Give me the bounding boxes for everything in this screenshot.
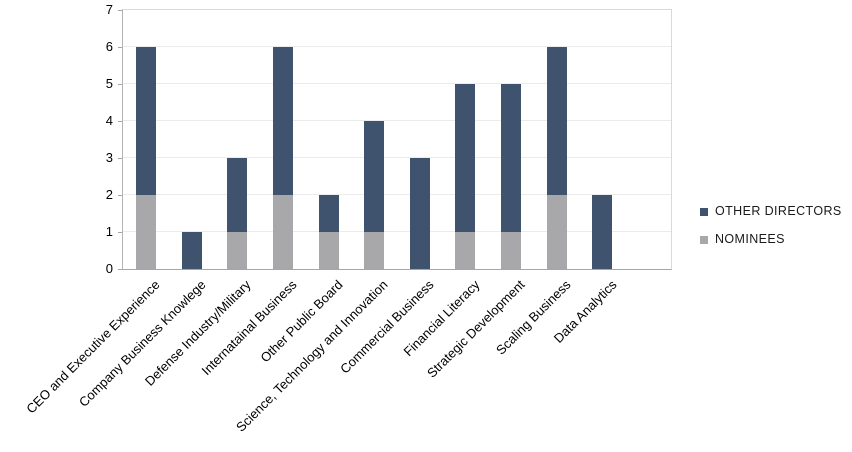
legend-item: OTHER DIRECTORS [700, 204, 842, 219]
y-axis-tick [118, 10, 122, 11]
bar-segment-other-directors [182, 232, 202, 269]
bar-segment-nominees [364, 232, 384, 269]
plot-area [122, 9, 672, 270]
bar-segment-other-directors [319, 195, 339, 232]
bar-segment-nominees [227, 232, 247, 269]
y-axis-tick [118, 121, 122, 122]
legend-item: NOMINEES [700, 232, 842, 247]
bar-segment-other-directors [547, 47, 567, 195]
bar-segment-nominees [136, 195, 156, 269]
bar-segment-other-directors [410, 158, 430, 269]
gridline [123, 120, 671, 121]
y-axis-label: 1 [105, 224, 113, 239]
legend-swatch-icon [700, 207, 708, 216]
bar-segment-nominees [501, 232, 521, 269]
y-axis-label: 5 [105, 76, 113, 91]
gridline [123, 157, 671, 158]
gridline [123, 194, 671, 195]
gridline [123, 46, 671, 47]
y-axis-tick [118, 232, 122, 233]
gridline [123, 231, 671, 232]
y-axis-tick [118, 47, 122, 48]
gridline [123, 83, 671, 84]
bar-segment-other-directors [273, 47, 293, 195]
y-axis-tick [118, 84, 122, 85]
y-axis-label: 4 [105, 113, 113, 128]
bar-segment-nominees [455, 232, 475, 269]
bar-segment-other-directors [501, 84, 521, 232]
bar-segment-nominees [547, 195, 567, 269]
legend-label: NOMINEES [715, 232, 785, 246]
y-axis-label: 7 [105, 2, 113, 17]
y-axis-label: 3 [105, 150, 113, 165]
bar-segment-other-directors [592, 195, 612, 269]
legend-label: OTHER DIRECTORS [715, 204, 842, 218]
legend: OTHER DIRECTORS NOMINEES [700, 204, 842, 247]
bar-segment-other-directors [227, 158, 247, 232]
bar-segment-nominees [273, 195, 293, 269]
bar-segment-other-directors [455, 84, 475, 232]
y-axis-tick [118, 158, 122, 159]
y-axis-label: 6 [105, 39, 113, 54]
y-axis-label: 2 [105, 187, 113, 202]
bar-segment-other-directors [364, 121, 384, 232]
bar-segment-other-directors [136, 47, 156, 195]
y-axis-tick [118, 269, 122, 270]
bar-segment-nominees [319, 232, 339, 269]
legend-swatch-icon [700, 235, 708, 244]
x-axis-label: Other Public Board [257, 277, 346, 366]
y-axis-tick [118, 195, 122, 196]
y-axis-label: 0 [105, 261, 113, 276]
